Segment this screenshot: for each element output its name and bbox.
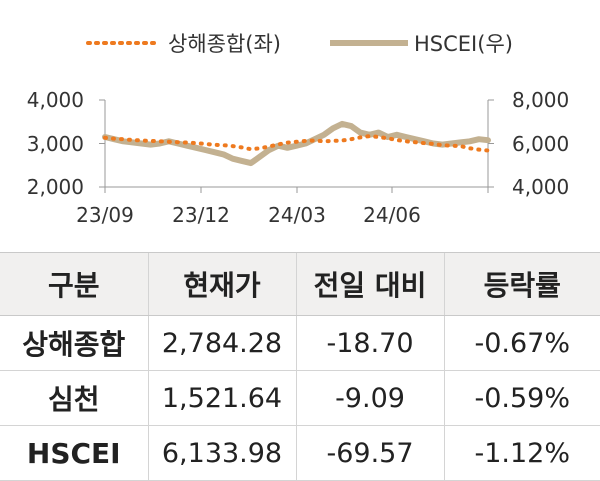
right-tick-label: 4,000 <box>512 175 569 199</box>
table-row: HSCEI 6,133.98 -69.57 -1.12% <box>0 425 600 481</box>
index-table: 구분 현재가 전일 대비 등락률 상해종합 2,784.28 -18.70 -0… <box>0 252 600 481</box>
chart-legend: 상해종합(좌) HSCEI(우) <box>86 32 513 56</box>
row-rate: -1.12% <box>443 425 600 481</box>
header-change-rate: 등락률 <box>443 252 600 316</box>
legend-label-hscei: HSCEI(우) <box>414 32 513 56</box>
right-y-axis: 8,000 6,000 4,000 <box>488 88 569 199</box>
x-tick-label: 24/06 <box>363 203 421 227</box>
x-tick-label: 23/12 <box>172 203 230 227</box>
index-chart: 상해종합(좌) HSCEI(우) 4,000 3,000 2,000 8,000… <box>27 32 570 227</box>
x-tick-label: 23/09 <box>76 203 134 227</box>
table-row: 상해종합 2,784.28 -18.70 -0.67% <box>0 315 600 371</box>
row-rate: -0.67% <box>443 315 600 371</box>
header-change: 전일 대비 <box>295 252 444 316</box>
row-price: 1,521.64 <box>147 370 296 426</box>
table-row: 심천 1,521.64 -9.09 -0.59% <box>0 370 600 426</box>
row-change: -9.09 <box>295 370 444 426</box>
left-tick-label: 3,000 <box>27 132 84 156</box>
right-tick-label: 8,000 <box>512 88 569 112</box>
row-change: -18.70 <box>295 315 444 371</box>
legend-label-shanghai: 상해종합(좌) <box>168 32 281 56</box>
row-rate: -0.59% <box>443 370 600 426</box>
header-category: 구분 <box>0 252 148 316</box>
right-tick-label: 6,000 <box>512 132 569 156</box>
series-line-shanghai <box>103 134 490 153</box>
row-name: HSCEI <box>0 425 148 481</box>
left-tick-label: 2,000 <box>27 175 84 199</box>
row-price: 2,784.28 <box>147 315 296 371</box>
left-tick-label: 4,000 <box>27 88 84 112</box>
row-name: 심천 <box>0 370 148 426</box>
x-tick-label: 24/03 <box>268 203 326 227</box>
table-header-row: 구분 현재가 전일 대비 등락률 <box>0 252 600 316</box>
x-axis: 23/09 23/12 24/03 24/06 <box>76 187 489 227</box>
row-name: 상해종합 <box>0 315 148 371</box>
header-current-price: 현재가 <box>147 252 296 316</box>
row-price: 6,133.98 <box>147 425 296 481</box>
left-y-axis: 4,000 3,000 2,000 <box>27 88 105 199</box>
row-change: -69.57 <box>295 425 444 481</box>
